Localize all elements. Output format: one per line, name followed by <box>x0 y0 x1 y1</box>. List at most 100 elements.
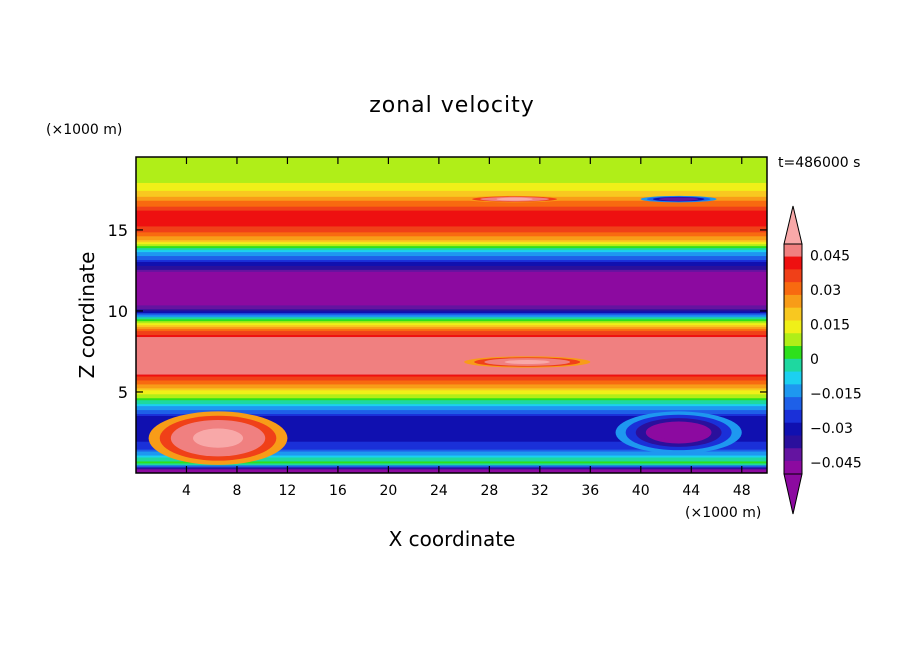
colorbar-swatch <box>784 269 802 283</box>
contour-band <box>136 292 767 296</box>
contour-band <box>136 377 767 381</box>
contour-band <box>136 225 767 229</box>
contour-band <box>136 206 767 209</box>
contour-band <box>136 164 767 168</box>
contour-feature <box>464 195 566 203</box>
x-tick-label: 44 <box>682 483 700 499</box>
contour-band <box>136 389 767 393</box>
contour-band <box>136 217 767 221</box>
contour-band <box>136 433 767 436</box>
colorbar-swatch <box>784 448 802 462</box>
contour-band <box>136 267 767 270</box>
colorbar-swatch <box>784 397 802 411</box>
contour-band <box>136 243 767 247</box>
contour-band <box>136 233 767 237</box>
contour-band <box>136 338 767 341</box>
contour-band <box>136 223 767 227</box>
contour-band <box>136 435 767 438</box>
contour-band <box>136 324 767 328</box>
contour-band <box>136 210 767 213</box>
contour-band <box>136 393 767 397</box>
x-tick-label: 28 <box>480 483 498 499</box>
contour-band <box>136 198 767 201</box>
contour-band <box>136 405 767 409</box>
colorbar-swatch <box>784 384 802 398</box>
colorbar-swatch <box>784 346 802 360</box>
colorbar-tick-label: −0.015 <box>810 387 862 403</box>
contour-band <box>136 441 767 444</box>
contour-feature <box>464 356 591 368</box>
y-unit-label: (×1000 m) <box>46 122 122 138</box>
colorbar-frame <box>783 243 803 475</box>
contour-band <box>136 170 767 174</box>
x-tick-label: 32 <box>531 483 549 499</box>
contour-band <box>136 273 767 276</box>
contour-band <box>136 330 767 334</box>
contour-band <box>136 413 767 417</box>
contour-band <box>136 186 767 189</box>
contour-feature <box>148 411 288 465</box>
contour-band <box>136 302 767 306</box>
contour-feature <box>615 411 742 454</box>
contour-band <box>136 340 767 343</box>
contour-band <box>136 157 767 160</box>
contour-band <box>136 281 767 284</box>
contour-band <box>136 326 767 330</box>
contour-band <box>136 255 767 259</box>
contour-band <box>136 289 767 292</box>
contour-band <box>136 182 767 185</box>
contour-band <box>136 231 767 235</box>
y-tick-label: 10 <box>108 302 128 321</box>
contour-band <box>136 391 767 395</box>
contour-band <box>136 334 767 338</box>
contour-band <box>136 271 767 274</box>
contour-band <box>136 265 767 268</box>
contour-band <box>136 411 767 415</box>
contour-band <box>136 241 767 245</box>
contour-band <box>136 381 767 385</box>
colorbar-swatch <box>784 435 802 449</box>
x-unit-label: (×1000 m) <box>685 505 761 521</box>
contour-band <box>136 456 767 460</box>
contour-band <box>136 204 767 207</box>
contour-band <box>136 449 767 452</box>
x-tick-label: 20 <box>379 483 397 499</box>
contour-band <box>136 261 767 264</box>
contour-band <box>136 237 767 241</box>
contour-band <box>136 397 767 401</box>
contour-band <box>136 354 767 357</box>
contour-band <box>136 403 767 407</box>
colorbar-under-arrow <box>783 473 803 515</box>
contour-band <box>136 312 767 316</box>
contour-band <box>136 370 767 373</box>
contour-band <box>136 454 767 458</box>
contour-band <box>136 328 767 332</box>
contour-band <box>136 229 767 233</box>
contour-band <box>136 320 767 324</box>
contour-band <box>136 443 767 446</box>
contour-band <box>136 253 767 257</box>
contour-band <box>136 190 767 193</box>
contour-band <box>136 235 767 239</box>
contour-band <box>136 208 767 211</box>
x-tick-label: 4 <box>182 483 191 499</box>
contour-band <box>136 287 767 290</box>
contour-band <box>136 458 767 462</box>
contour-band <box>136 445 767 448</box>
contour-band <box>136 174 767 178</box>
contour-band <box>136 383 767 387</box>
contour-band <box>136 366 767 369</box>
contour-band <box>136 296 767 300</box>
contour-band <box>136 249 767 253</box>
contour-band <box>136 350 767 353</box>
colorbar-tick-label: 0.015 <box>810 318 850 334</box>
contour-band <box>136 429 767 432</box>
contour-band <box>136 415 767 418</box>
x-tick-label: 24 <box>430 483 448 499</box>
contour-band <box>136 275 767 278</box>
contour-level <box>193 428 244 448</box>
contour-level <box>504 359 550 365</box>
contour-band <box>136 298 767 302</box>
contour-band <box>136 371 767 375</box>
colorbar-tick-label: −0.045 <box>810 456 862 472</box>
